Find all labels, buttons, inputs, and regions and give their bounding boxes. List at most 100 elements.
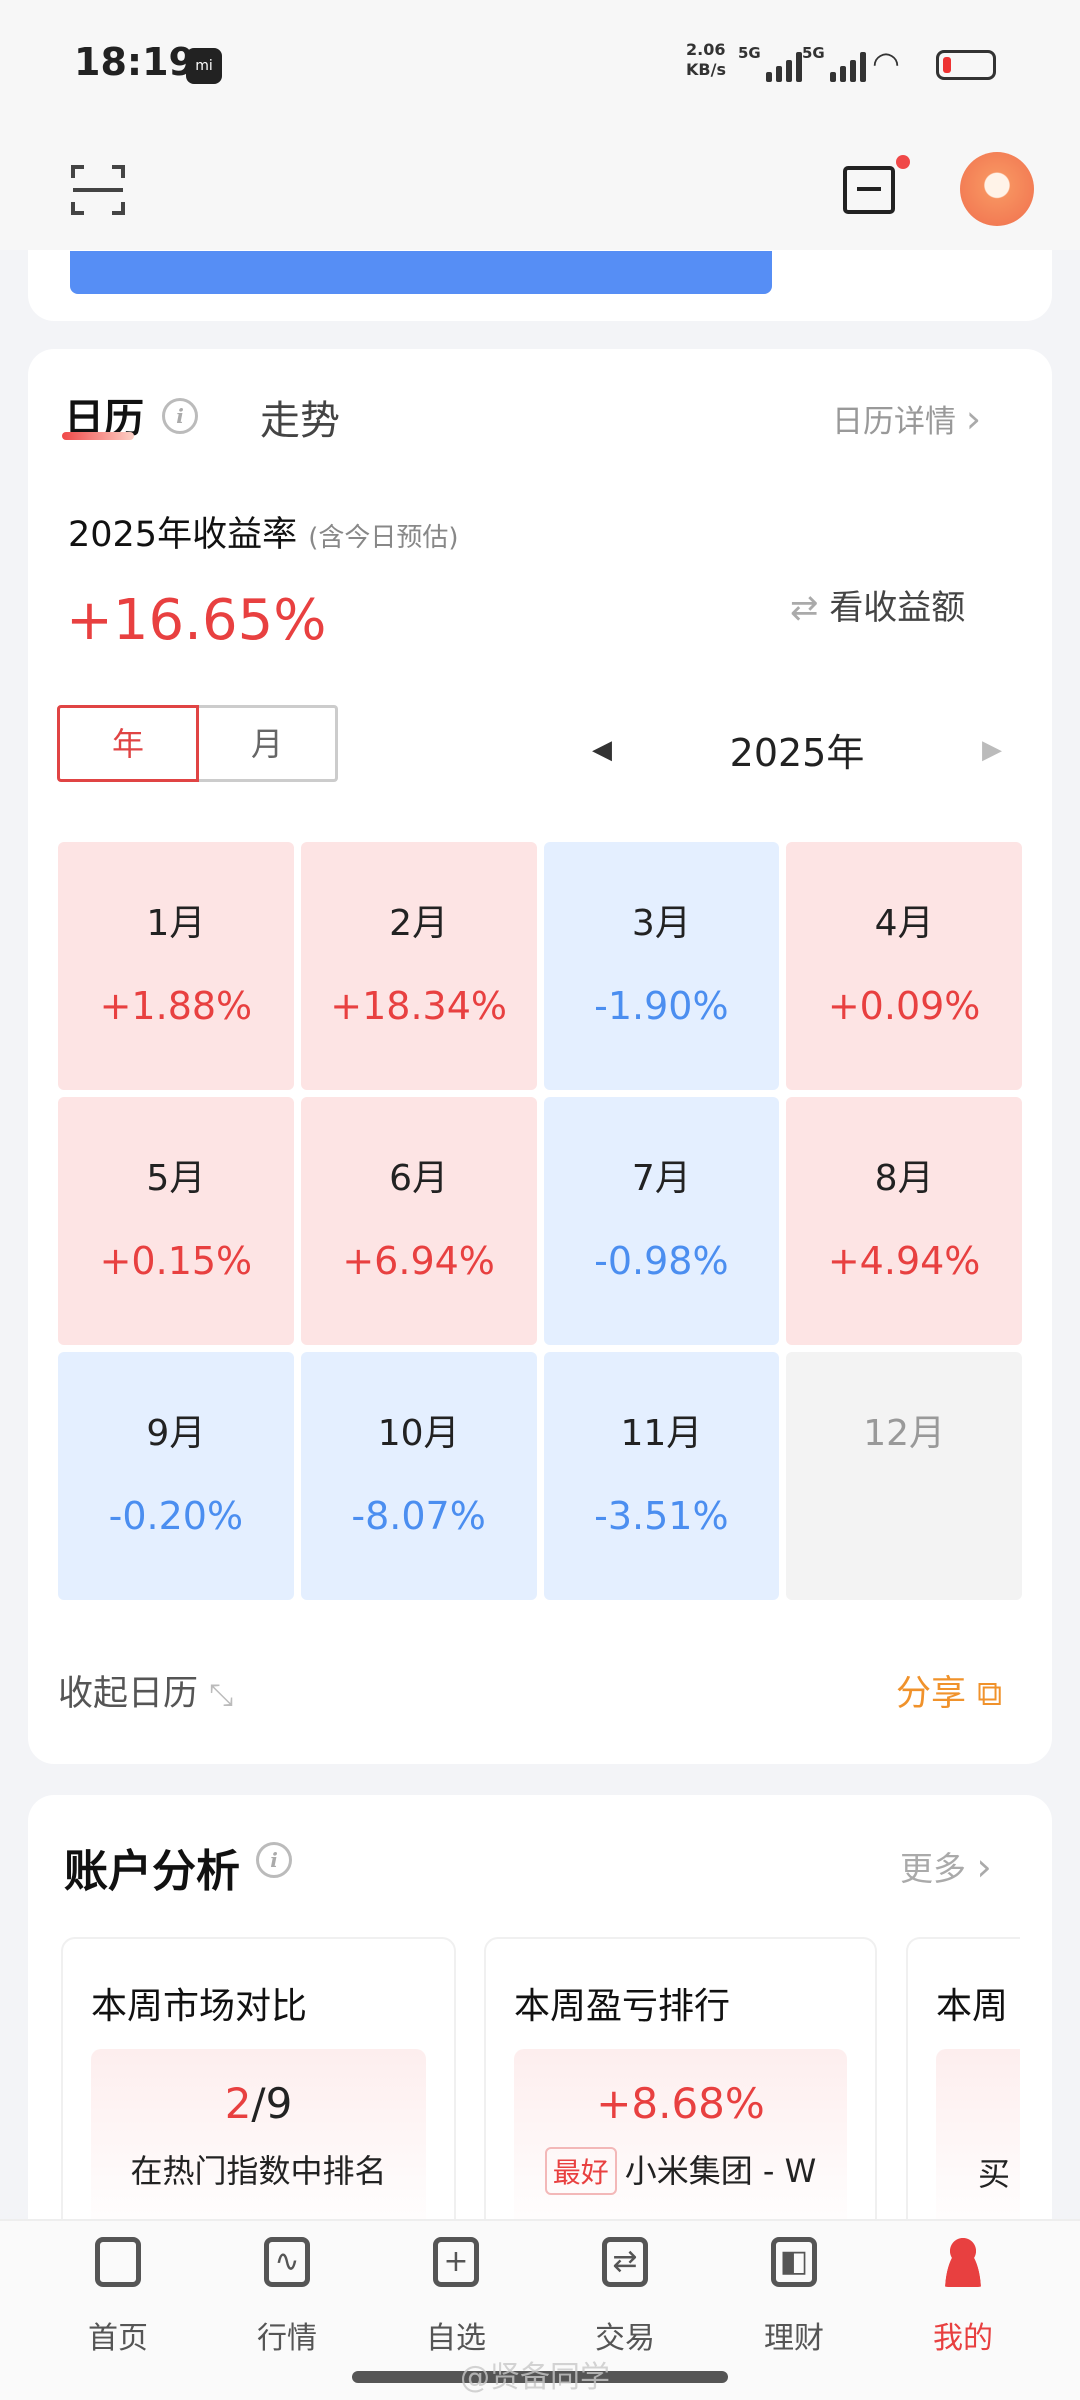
month-value: +0.09% xyxy=(827,984,981,1028)
month-label: 3月 xyxy=(631,903,691,944)
month-label: 5月 xyxy=(146,1158,206,1199)
profile-icon xyxy=(940,2237,986,2287)
trade-icon: ⇄ xyxy=(602,2237,648,2287)
info-icon[interactable]: i xyxy=(256,1842,292,1878)
nav-item[interactable]: ◧ 理财 xyxy=(734,2237,854,2357)
card-title: 本周盈亏排行 xyxy=(514,1986,731,2027)
month-cell[interactable]: 8月 +4.94% xyxy=(786,1097,1022,1345)
share-icon: ⧉ xyxy=(977,1674,1003,1714)
nav-label: 自选 xyxy=(426,2321,486,2356)
nav-item[interactable]: ∿ 行情 xyxy=(227,2237,347,2357)
nav-label: 交易 xyxy=(595,2321,655,2356)
tab-trend[interactable]: 走势 xyxy=(260,398,340,444)
market-compare-card[interactable]: 本周市场对比 2/9 在热门指数中排名 xyxy=(61,1937,456,2237)
month-value: -0.20% xyxy=(108,1494,244,1538)
next-year-icon[interactable]: ▶ xyxy=(982,734,1002,765)
card-title: 本周 xyxy=(936,1986,1009,2027)
analysis-title: 账户分析 xyxy=(64,1846,240,1897)
signal-icon xyxy=(766,52,802,82)
month-label: 8月 xyxy=(874,1158,934,1199)
toggle-amount-button[interactable]: ⇄ 看收益额 xyxy=(790,580,965,629)
month-label: 1月 xyxy=(146,903,206,944)
nav-item[interactable]: + 自选 xyxy=(396,2237,516,2357)
current-year: 2025年 xyxy=(729,731,865,775)
net1-label: 5G xyxy=(738,44,761,62)
message-icon[interactable] xyxy=(843,166,895,214)
month-cell[interactable]: 12月 xyxy=(786,1352,1022,1600)
mode-month[interactable]: 月 xyxy=(199,705,338,782)
month-label: 9月 xyxy=(146,1413,206,1454)
mode-year[interactable]: 年 xyxy=(57,705,199,782)
month-value: -1.90% xyxy=(594,984,729,1028)
more-link[interactable]: 更多 › xyxy=(900,1842,992,1890)
month-value: +1.88% xyxy=(99,984,253,1028)
assistant-avatar[interactable] xyxy=(960,152,1034,226)
month-label: 11月 xyxy=(620,1413,703,1454)
pnl-rank-card[interactable]: 本周盈亏排行 +8.68% 最好 小米集团 - W xyxy=(484,1937,877,2237)
month-cell[interactable]: 6月 +6.94% xyxy=(300,1097,537,1345)
nav-item[interactable]: 我的 xyxy=(903,2237,1023,2357)
month-cell[interactable]: 2月 +18.34% xyxy=(300,842,537,1090)
watchlist-icon: + xyxy=(433,2237,479,2287)
month-label: 2月 xyxy=(389,903,449,944)
nav-item[interactable]: ⇄ 交易 xyxy=(565,2237,685,2357)
share-label: 分享 xyxy=(896,1674,967,1714)
nav-item[interactable]: 首页 xyxy=(58,2237,178,2357)
month-cell[interactable]: 7月 -0.98% xyxy=(543,1097,780,1345)
nav-label: 我的 xyxy=(933,2321,993,2356)
month-cell[interactable]: 10月 -8.07% xyxy=(300,1352,537,1600)
blue-banner[interactable] xyxy=(70,251,772,294)
speed-unit: KB/s xyxy=(686,60,726,79)
signal-icon xyxy=(830,52,866,82)
detail-label: 日历详情 xyxy=(832,404,956,440)
info-icon[interactable]: i xyxy=(162,398,198,434)
mi-notification-icon: mi xyxy=(186,48,222,84)
home-icon xyxy=(95,2237,141,2287)
best-tag: 最好 xyxy=(544,2147,617,2195)
month-label: 7月 xyxy=(631,1158,691,1199)
month-cell[interactable]: 11月 -3.51% xyxy=(543,1352,780,1600)
month-cell[interactable]: 9月 -0.20% xyxy=(58,1352,294,1600)
month-cell[interactable]: 1月 +1.88% xyxy=(58,842,294,1090)
period-segment: 年 月 xyxy=(57,705,338,782)
toggle-label: 看收益额 xyxy=(829,588,966,628)
share-button[interactable]: 分享 ⧉ xyxy=(896,1665,1002,1716)
unread-dot xyxy=(896,155,910,169)
battery-icon xyxy=(936,50,996,80)
market-icon: ∿ xyxy=(264,2237,310,2287)
collapse-icon: ⤡ xyxy=(209,1678,234,1713)
prev-year-icon[interactable]: ◀ xyxy=(592,734,612,765)
wifi-icon: ◠ xyxy=(872,44,900,82)
card-title: 本周市场对比 xyxy=(91,1986,308,2027)
scan-icon[interactable] xyxy=(70,162,126,218)
third-analysis-card[interactable]: 本周 买 xyxy=(906,1937,1020,2237)
month-cell[interactable]: 5月 +0.15% xyxy=(58,1097,294,1345)
month-value: -0.98% xyxy=(594,1239,729,1283)
month-grid: 1月 +1.88% 2月 +18.34% 3月 -1.90% 4月 +0.09% 5月 +0.15… xyxy=(58,842,1022,1600)
month-cell[interactable]: 4月 +0.09% xyxy=(786,842,1022,1090)
month-label: 10月 xyxy=(377,1413,460,1454)
month-value: +6.94% xyxy=(342,1239,495,1283)
chevron-right-icon: › xyxy=(976,1845,992,1889)
month-value: +18.34% xyxy=(330,984,507,1028)
status-time: 18:19 xyxy=(74,40,195,84)
calendar-detail-link[interactable]: 日历详情 › xyxy=(832,396,981,441)
more-label: 更多 xyxy=(900,1849,966,1888)
speed-value: 2.06 xyxy=(686,40,726,59)
wealth-icon: ◧ xyxy=(771,2237,817,2287)
month-label: 4月 xyxy=(874,903,934,944)
month-value: -3.51% xyxy=(594,1494,729,1538)
collapse-calendar-button[interactable]: 收起日历 ⤡ xyxy=(58,1665,233,1716)
home-indicator[interactable] xyxy=(352,2371,728,2383)
month-label: 6月 xyxy=(389,1158,449,1199)
stock-name: 小米集团 - W xyxy=(624,2152,817,2190)
chevron-right-icon: › xyxy=(965,397,982,441)
month-cell[interactable]: 3月 -1.90% xyxy=(543,842,780,1090)
active-tab-underline xyxy=(62,432,134,440)
yield-note: (含今日预估) xyxy=(308,523,459,553)
card-desc: 买 xyxy=(977,2155,1010,2193)
rank-value: 2 xyxy=(224,2079,252,2128)
month-value: -8.07% xyxy=(351,1494,486,1538)
nav-label: 理财 xyxy=(764,2321,824,2356)
month-label: 12月 xyxy=(863,1413,946,1454)
